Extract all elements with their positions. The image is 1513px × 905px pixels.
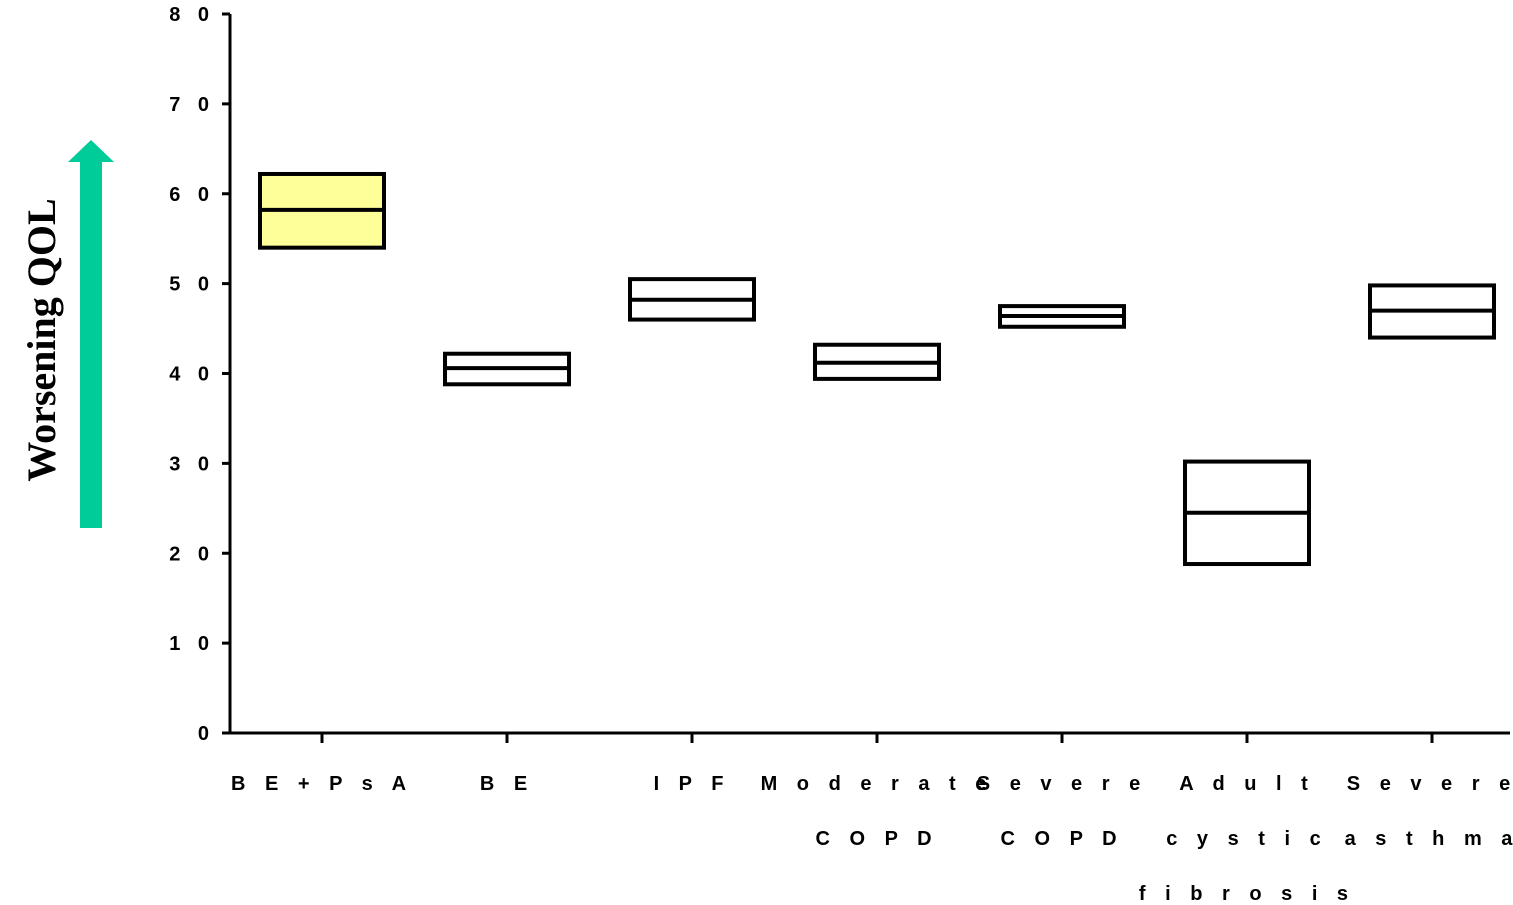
- y-tick-label: 8 0: [169, 4, 215, 26]
- range-box: [813, 342, 941, 381]
- range-box: [443, 351, 571, 387]
- y-tick-label: 6 0: [169, 184, 215, 206]
- y-tick-label: 7 0: [169, 94, 215, 116]
- y-tick-label: 3 0: [169, 453, 215, 475]
- range-box: [1368, 283, 1496, 340]
- x-axis-labels: B E + P s A B E I P F M o d e r a t e C O P …: [231, 773, 1513, 905]
- x-category-label: B E: [480, 773, 534, 795]
- x-category-label: c y s t i c: [1166, 828, 1328, 850]
- y-tick-label: 0: [198, 723, 215, 745]
- x-category-label: I P F: [654, 773, 731, 795]
- x-category-label: S e v e r e: [977, 773, 1147, 795]
- y-tick-label: 5 0: [169, 274, 215, 296]
- y-tick-label: 1 0: [169, 633, 215, 655]
- y-axis-label: Worsening QOL: [19, 198, 64, 481]
- y-tick-label: 2 0: [169, 543, 215, 565]
- x-category-label: a s t h m a: [1345, 828, 1513, 850]
- range-box: [1183, 459, 1311, 567]
- y-axis-ticks: 0 1 0 2 0 3 0 4 0 5 0 6 0 7 0 8 0: [169, 4, 230, 745]
- range-boxes: [258, 171, 1496, 567]
- x-category-label: f i b r o s i s: [1139, 883, 1355, 905]
- range-box: [628, 277, 756, 322]
- x-category-label: C O P D: [1000, 828, 1123, 850]
- x-category-label: S e v e r e: [1347, 773, 1513, 795]
- x-category-label: B E + P s A: [231, 773, 413, 795]
- y-tick-label: 4 0: [169, 364, 215, 386]
- worsening-arrow-icon: [68, 140, 114, 528]
- x-category-label: M o d e r a t e: [761, 773, 994, 795]
- x-category-label: A d u l t: [1179, 773, 1315, 795]
- range-box: [258, 171, 386, 250]
- range-box: [998, 304, 1126, 329]
- x-category-label: C O P D: [815, 828, 938, 850]
